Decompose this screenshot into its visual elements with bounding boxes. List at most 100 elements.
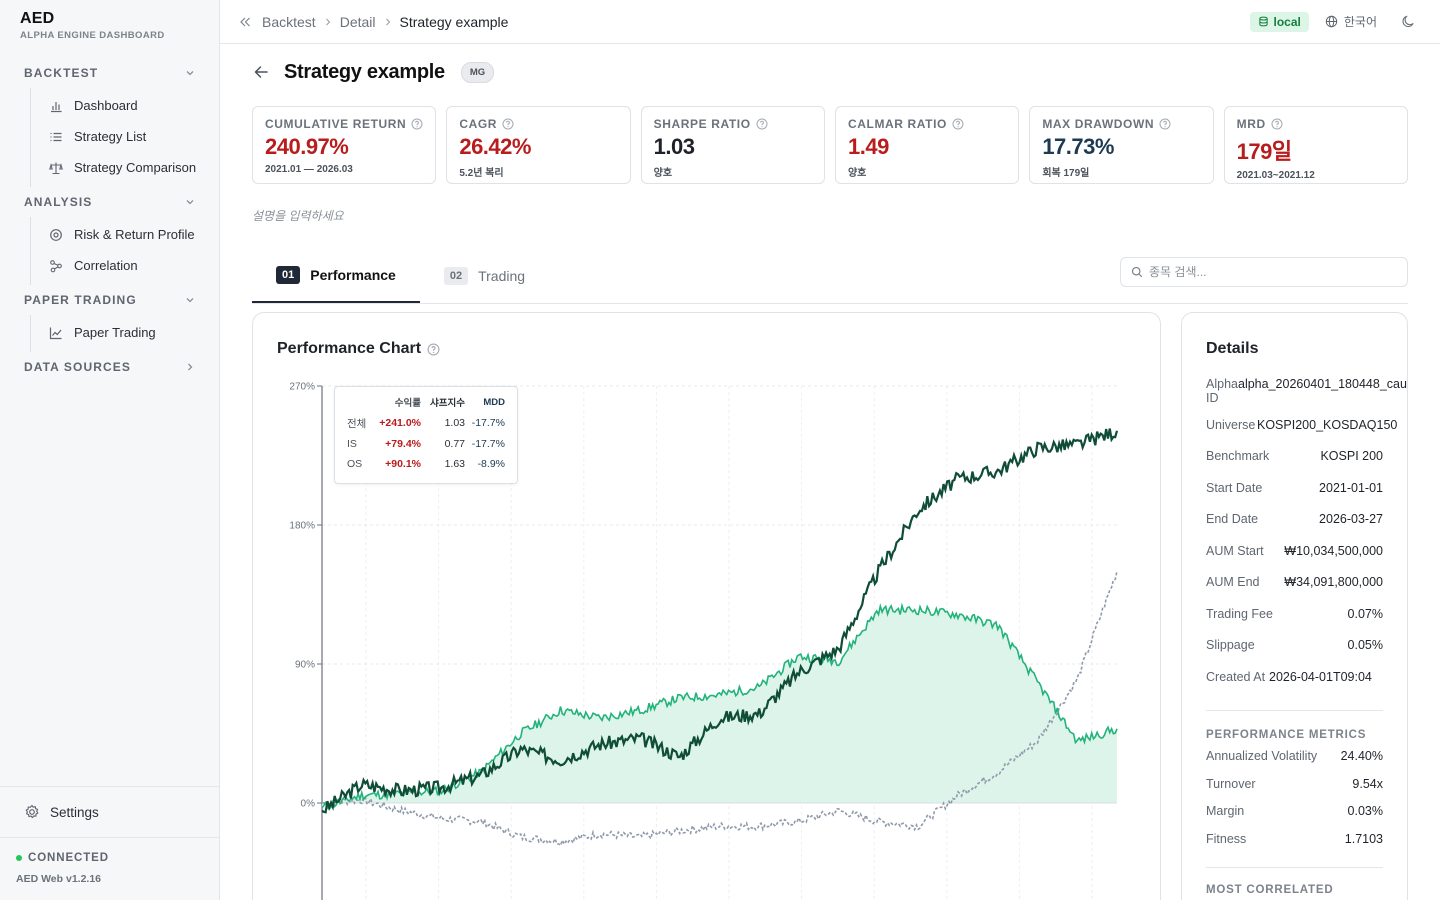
brand: AED ALPHA ENGINE DASHBOARD [0,0,219,58]
details-list: Alpha ID alpha_20260401_180448_causal_c … [1206,377,1407,896]
sidebar-item-label: Paper Trading [74,325,156,340]
chart-tooltip: 수익률 샤프지수 MDD 전체 +241.0% 1.03 -17.7% IS +… [334,386,518,484]
sidebar-item-risk-return[interactable]: Risk & Return Profile [31,219,219,250]
line-chart-icon [49,327,62,339]
performance-chart[interactable]: 0% 90% 180% 270% [253,313,1160,900]
help-icon[interactable] [1159,118,1171,130]
section-toggle-paper-trading[interactable]: PAPER TRADING [0,285,219,315]
detail-value: ₩10,034,500,000 [1284,543,1383,558]
help-icon[interactable] [1271,118,1283,130]
y-tick-label: 270% [289,382,315,393]
strategy-line [321,428,1119,814]
detail-row-end-date: End Date 2026-03-27 [1206,512,1383,544]
breadcrumb-backtest[interactable]: Backtest [262,13,316,30]
status-text: CONNECTED [28,852,109,864]
detail-key: Slippage [1206,638,1255,652]
kpi-value: 1.03 [653,134,695,159]
search-icon [1131,266,1143,278]
page-title: Strategy example [284,60,445,83]
tab-performance[interactable]: 01 Performance [252,248,420,303]
tooltip-row-label: OS [347,458,363,471]
chevron-down-icon [186,298,194,303]
kpi-label-text: SHARPE RATIO [653,117,751,131]
y-tick-label: 90% [295,660,315,671]
scale-icon [49,162,63,174]
status-line: CONNECTED [16,852,203,864]
tooltip-sharpe: 0.77 [444,437,465,450]
tooltip-header-sharpe: 샤프지수 [430,398,465,409]
detail-row-universe: Universe KOSPI200_KOSDAQ150 [1206,417,1407,450]
section-toggle-analysis[interactable]: ANALYSIS [0,187,219,217]
divider [1206,710,1383,711]
sidebar-item-label: Dashboard [74,98,138,113]
language-selector[interactable]: 한국어 [1325,13,1377,30]
metric-row-fitness: Fitness 1.7103 [1206,832,1383,860]
detail-row-created-at: Created At 2026-04-01T09:04 [1206,669,1407,702]
kpi-subtext: 양호 [847,168,867,179]
tab-number: 02 [443,266,469,285]
metric-value: 9.54x [1352,776,1383,791]
tooltip-row-label: IS [347,437,357,450]
metrics-heading: PERFORMANCE METRICS [1206,729,1367,741]
detail-row-benchmark: Benchmark KOSPI 200 [1206,449,1383,481]
sidebar-item-label: Strategy Comparison [74,160,197,175]
detail-value: 0.07% [1347,606,1383,621]
section-toggle-data-sources[interactable]: DATA SOURCES [0,352,219,382]
detail-row-trading-fee: Trading Fee 0.07% [1206,607,1383,639]
detail-key: Alpha ID [1206,377,1238,405]
kpi-card-cagr: CAGR 26.42% 5.2년 복리 [446,106,631,184]
spacer [1206,409,1407,418]
sidebar-item-label: Risk & Return Profile [74,227,195,242]
kpi-label-text: MAX DRAWDOWN [1042,117,1155,131]
help-icon[interactable] [952,118,964,130]
tooltip-header-return: 수익률 [394,398,421,409]
help-icon[interactable] [411,118,423,130]
tab-trading[interactable]: 02 Trading [420,248,549,303]
detail-value: 2021-01-01 [1319,480,1383,495]
help-icon[interactable] [756,118,768,130]
sidebar-item-strategy-comparison[interactable]: Strategy Comparison [31,152,219,183]
detail-key: AUM End [1206,575,1260,589]
topbar-actions: local 한국어 [1249,11,1422,32]
version-label: AED Web v1.2.16 [16,873,102,885]
nav-section-backtest: BACKTEST Dashboard Strategy List Strateg… [0,58,219,187]
tooltip-return: +241.0% [379,417,421,430]
detail-value: alpha_20260401_180448_causal_c [1238,377,1407,391]
detail-key: Created At [1206,669,1266,684]
strategy-tag-badge: MG [460,61,495,83]
benchmark-area [322,605,1117,810]
breadcrumb-detail[interactable]: Detail [339,13,376,30]
search-input[interactable] [1149,265,1389,279]
kpi-subtext: 2021.01 — 2026.03 [265,164,353,175]
sidebar-item-dashboard[interactable]: Dashboard [31,90,219,121]
connection-status: CONNECTED AED Web v1.2.16 [0,838,219,900]
chevron-right-icon [188,363,193,371]
topbar: Backtest Detail Strategy example local 한… [220,0,1440,44]
detail-value: KOSPI200_KOSDAQ150 [1257,417,1398,432]
settings-button[interactable]: Settings [0,786,219,838]
tooltip-row-os: OS +90.1% 1.63 -8.9% [335,454,517,475]
bar-chart-icon [51,101,62,112]
tooltip-row-is: IS +79.4% 0.77 -17.7% [335,434,517,455]
moon-icon[interactable] [1401,14,1416,29]
kpi-label-text: MRD [1236,117,1266,131]
tooltip-mdd: -8.9% [477,458,505,471]
metric-key: Margin [1206,804,1245,818]
sidebar-item-paper-trading[interactable]: Paper Trading [31,317,219,348]
database-icon [1258,16,1268,27]
detail-value: 2026-03-27 [1319,512,1383,526]
detail-row-slippage: Slippage 0.05% [1206,638,1383,670]
sidebar-item-correlation[interactable]: Correlation [31,250,219,281]
sidebar-item-strategy-list[interactable]: Strategy List [31,121,219,152]
back-arrow-icon[interactable] [252,63,270,81]
metric-row-turnover: Turnover 9.54x [1206,777,1383,805]
section-toggle-backtest[interactable]: BACKTEST [0,58,219,88]
env-badge: local [1249,11,1309,32]
collapse-sidebar-icon[interactable] [238,15,252,29]
help-icon[interactable] [427,343,440,356]
description-field[interactable]: 설명을 입력하세요 [252,209,344,223]
help-icon[interactable] [502,118,514,130]
settings-label: Settings [50,804,99,820]
details-card: Details Alpha ID alpha_20260401_180448_c… [1181,312,1408,900]
brand-subtitle: ALPHA ENGINE DASHBOARD [20,30,165,41]
